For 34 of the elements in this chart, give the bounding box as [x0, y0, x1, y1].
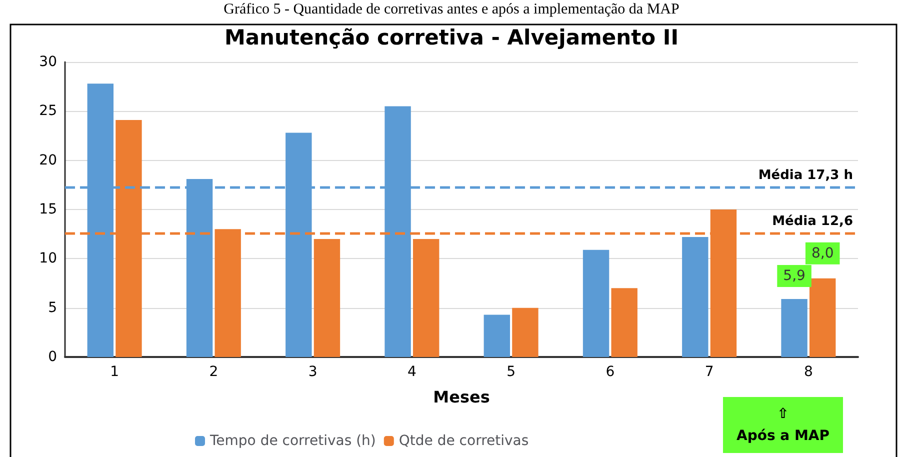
ref-line-label: Média 17,3 h [758, 168, 853, 183]
ref-line-label: Média 12,6 [772, 214, 853, 230]
data-label: 5,9 [783, 268, 806, 284]
bar [512, 308, 538, 357]
y-tick-label: 30 [39, 54, 57, 70]
text: ⇧ Após a MAP [736, 406, 830, 444]
y-tick-label: 5 [48, 300, 57, 316]
bar [314, 239, 340, 357]
chart-title: Manutenção corretiva - Alvejamento II [224, 26, 679, 50]
x-tick-label: 5 [506, 364, 516, 380]
x-tick-label: 6 [606, 364, 615, 380]
x-tick-label: 1 [110, 364, 120, 380]
y-tick-label: 10 [39, 250, 57, 267]
legend-label: Tempo de corretivas (h) [209, 433, 376, 449]
bar [582, 250, 610, 357]
y-tick-label: 25 [39, 103, 57, 120]
y-tick-label: 20 [39, 152, 57, 168]
legend-label: Qtde de corretivas [398, 433, 529, 449]
text: Gráfico 5 - Quantidade de corretivas antes e após a implementação da MAP [224, 2, 680, 18]
bar [611, 288, 638, 357]
x-tick-label: 2 [209, 364, 218, 380]
bar [484, 314, 510, 357]
bar [781, 298, 808, 357]
x-tick-label: 8 [804, 364, 813, 380]
y-tick-label: 15 [39, 202, 57, 218]
bar [412, 239, 440, 357]
x-tick-label: 3 [308, 364, 318, 380]
x-tick-label: 7 [704, 364, 714, 380]
bar [809, 278, 836, 357]
data-label: 8,0 [811, 245, 834, 262]
bar [682, 237, 708, 357]
y-tick-label: 0 [48, 349, 57, 365]
x-tick-label: 4 [407, 364, 416, 380]
x-axis-title: Meses [433, 388, 490, 406]
